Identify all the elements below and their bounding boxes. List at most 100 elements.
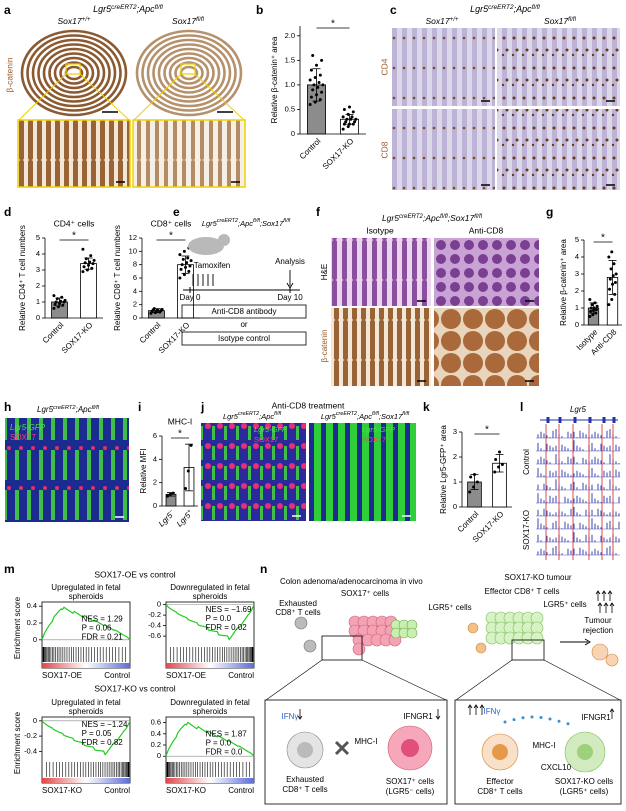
zoom-box [65,63,81,75]
y-tick-label: 2.0 [285,31,295,40]
data-point [589,306,593,310]
data-point [63,298,67,302]
diagram-label: SOX17⁺ cells [386,777,434,786]
cell [303,639,317,653]
diagram-label: MHC-I [354,737,377,746]
y-tick-label: 1 [453,477,457,486]
rank-label: Control [228,786,254,795]
cell [294,616,308,630]
panel-label: a [4,3,11,17]
statistic: NES = −1.69 [206,605,252,614]
group-title: SOX17-OE vs control [94,569,175,579]
y-tick-label: 4 [133,286,137,295]
y-tick-label: -0.4 [24,746,37,755]
text-part: fl/fl [92,405,100,411]
plot-title: spheroids [69,592,104,601]
tissue-roll [48,52,100,94]
text-part: Lgr5 [93,4,112,14]
callout-line [265,659,323,701]
data-point [318,98,322,102]
arrow-head [609,708,615,713]
enrichment-curve [165,721,255,757]
diagram-label: SOX17-KO cells [555,777,613,786]
y-tick-label: 0 [575,320,579,329]
label: or [240,320,247,329]
statistic: P = 0.06 [82,624,112,633]
micrograph [18,120,130,187]
significance: * [485,425,489,436]
callout-line [455,659,513,701]
statistic: P = 0.0 [206,739,232,748]
column-label: Isotype [366,225,394,235]
diagram-label: IFNγ [282,712,299,721]
data-point [189,443,193,447]
y-tick-label: -0.2 [148,610,161,619]
tissue-roll [152,43,226,103]
cell [521,716,525,720]
gene-label: Lgr5 [570,405,587,414]
data-point [469,475,473,479]
text-part: Lgr5 [321,412,337,421]
panel-label: l [520,400,523,414]
data-point [595,304,599,308]
diagram-label: Tumour [584,616,612,625]
y-tick-label: -0.4 [148,621,161,630]
arrow-head [607,590,613,595]
tissue-roll [20,29,128,117]
arrow-head [479,704,485,709]
data-point [588,298,592,301]
chart-title: CD4⁺ cells [54,218,95,228]
tissue-roll [157,47,221,99]
micrograph [5,418,129,522]
text-part: creERT2 [488,4,514,11]
data-point [52,294,56,298]
diagram-label: CD8⁺ T cells [275,608,320,617]
y-tick-label: 1.0 [285,80,295,89]
text-part: fl/fl [532,4,541,11]
exon [602,417,606,423]
data-point [610,250,614,254]
statistic: NES = 1.29 [82,615,124,624]
text-part: Lgr5 [223,412,239,421]
data-point [318,73,322,77]
significance: * [331,19,335,30]
text-part: Lgr5 [37,405,54,414]
text-part: fl/fl [440,213,448,220]
channel-label: Lgr5-GFP [10,423,46,432]
y-tick-label: 0.2 [27,618,37,627]
text-part: ;Sox17 [448,213,475,223]
cell [548,717,552,721]
channel-label: Lgr5-GFP [254,425,287,434]
y-tick-label: 3 [453,427,457,436]
diagram-label: IFNGR1 [581,713,611,722]
y-axis-label: Relative CD4⁺ T cell numbers [18,225,27,331]
exon [546,417,550,423]
text-part: fl/fl [568,16,576,23]
cell [539,715,543,719]
arrow-head [584,638,591,646]
data-point [341,127,345,131]
diagram-label: Effector [486,777,514,786]
zoom-line [194,73,245,121]
plot-title: Downregulated in fetal [170,698,250,707]
data-point [353,120,357,124]
y-axis-label: Relative MFI [139,449,148,494]
cell [297,742,313,758]
highlight-box [321,635,363,661]
treatment-box [181,331,307,346]
zoom-frame [132,119,246,188]
y-axis-label: Relative Lgr5-GFP⁺ area [439,425,448,514]
plot-title: Upregulated in fetal [51,583,121,592]
rank-label: Control [104,786,130,795]
data-point [591,313,595,317]
text-part: ;Sox17 [260,219,284,228]
y-tick-label: 0.5 [285,104,295,113]
category-label: Control [41,320,66,345]
exon [573,417,577,423]
text-part: Sox17 [426,16,450,26]
arrow-head [597,602,603,607]
data-point [308,103,312,107]
cell [406,627,418,639]
plot-title: spheroids [193,707,228,716]
tissue-roll [141,34,237,112]
